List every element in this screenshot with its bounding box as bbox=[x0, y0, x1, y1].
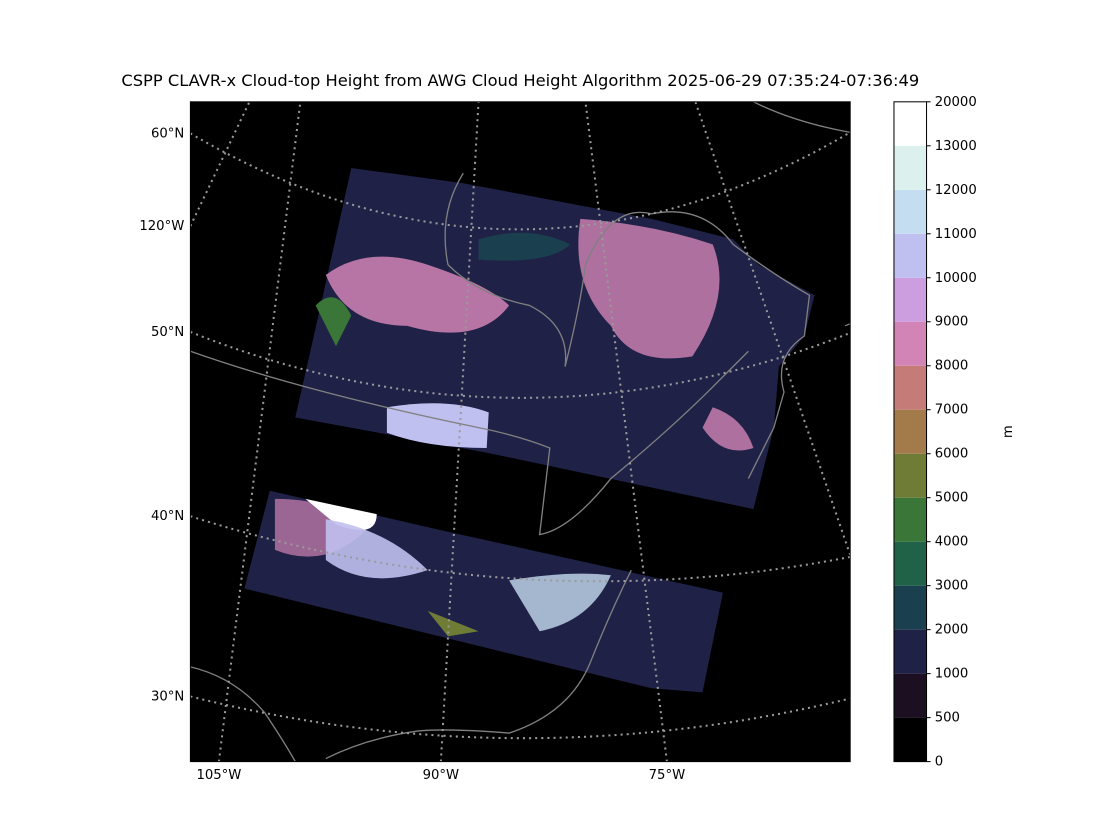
colorbar-segment bbox=[893, 277, 927, 322]
colorbar-tick-label: 3000 bbox=[935, 579, 969, 594]
colorbar-tick-label: 9000 bbox=[935, 315, 969, 330]
colorbar: 0 500 1000 2000 3000 4000 5000 6000 7000 8000 9000… bbox=[893, 95, 977, 770]
map-panel bbox=[189, 101, 851, 763]
cloud-swath bbox=[244, 168, 815, 693]
colorbar-segment bbox=[893, 629, 927, 674]
colorbar-tick-label: 6000 bbox=[935, 447, 969, 462]
colorbar-tick-label: 20000 bbox=[935, 95, 977, 110]
lon-label: 75°W bbox=[649, 768, 686, 783]
lat-label: 50°N bbox=[151, 325, 184, 340]
lat-label: 60°N bbox=[151, 126, 184, 141]
colorbar-segment bbox=[893, 365, 927, 410]
colorbar-tick-label: 4000 bbox=[935, 535, 969, 550]
lat-label: 40°N bbox=[151, 509, 184, 524]
colorbar-segment bbox=[893, 453, 927, 498]
colorbar-tick-label: 11000 bbox=[935, 227, 977, 242]
colorbar-tick-label: 10000 bbox=[935, 271, 977, 286]
colorbar-segment bbox=[893, 717, 927, 762]
colorbar-tick-label: 500 bbox=[935, 711, 960, 726]
colorbar-segment bbox=[893, 585, 927, 630]
colorbar-tick-label: 2000 bbox=[935, 623, 969, 638]
lon-label: 105°W bbox=[196, 768, 241, 783]
lat-label: 30°N bbox=[151, 689, 184, 704]
lat-label: 120°W bbox=[139, 219, 184, 234]
colorbar-tick-label: 7000 bbox=[935, 403, 969, 418]
colorbar-segment bbox=[893, 409, 927, 454]
graticule-labels: 60°N 120°W 50°N 40°N 30°N 105°W 90°W 75°W bbox=[139, 126, 685, 782]
lon-label: 90°W bbox=[423, 768, 460, 783]
colorbar-label: m bbox=[1001, 425, 1016, 438]
colorbar-tick-label: 8000 bbox=[935, 359, 969, 374]
colorbar-tick-label: 5000 bbox=[935, 491, 969, 506]
colorbar-tick-label: 0 bbox=[935, 755, 943, 770]
colorbar-segment bbox=[893, 233, 927, 278]
graticule bbox=[190, 101, 851, 762]
colorbar-segment bbox=[893, 541, 927, 586]
colorbar-segment bbox=[893, 673, 927, 718]
map-title: CSPP CLAVR-x Cloud-top Height from AWG C… bbox=[121, 71, 919, 90]
colorbar-segment bbox=[893, 497, 927, 542]
coastlines bbox=[190, 101, 851, 762]
map-frame bbox=[189, 101, 851, 763]
colorbar-tick-label: 13000 bbox=[935, 139, 977, 154]
colorbar-frame bbox=[893, 101, 928, 763]
colorbar-segment bbox=[893, 145, 927, 190]
colorbar-segment bbox=[893, 321, 927, 366]
colorbar-tick-label: 12000 bbox=[935, 183, 977, 198]
colorbar-segment bbox=[893, 189, 927, 234]
colorbar-segment bbox=[893, 101, 927, 146]
colorbar-tick-label: 1000 bbox=[935, 667, 969, 682]
